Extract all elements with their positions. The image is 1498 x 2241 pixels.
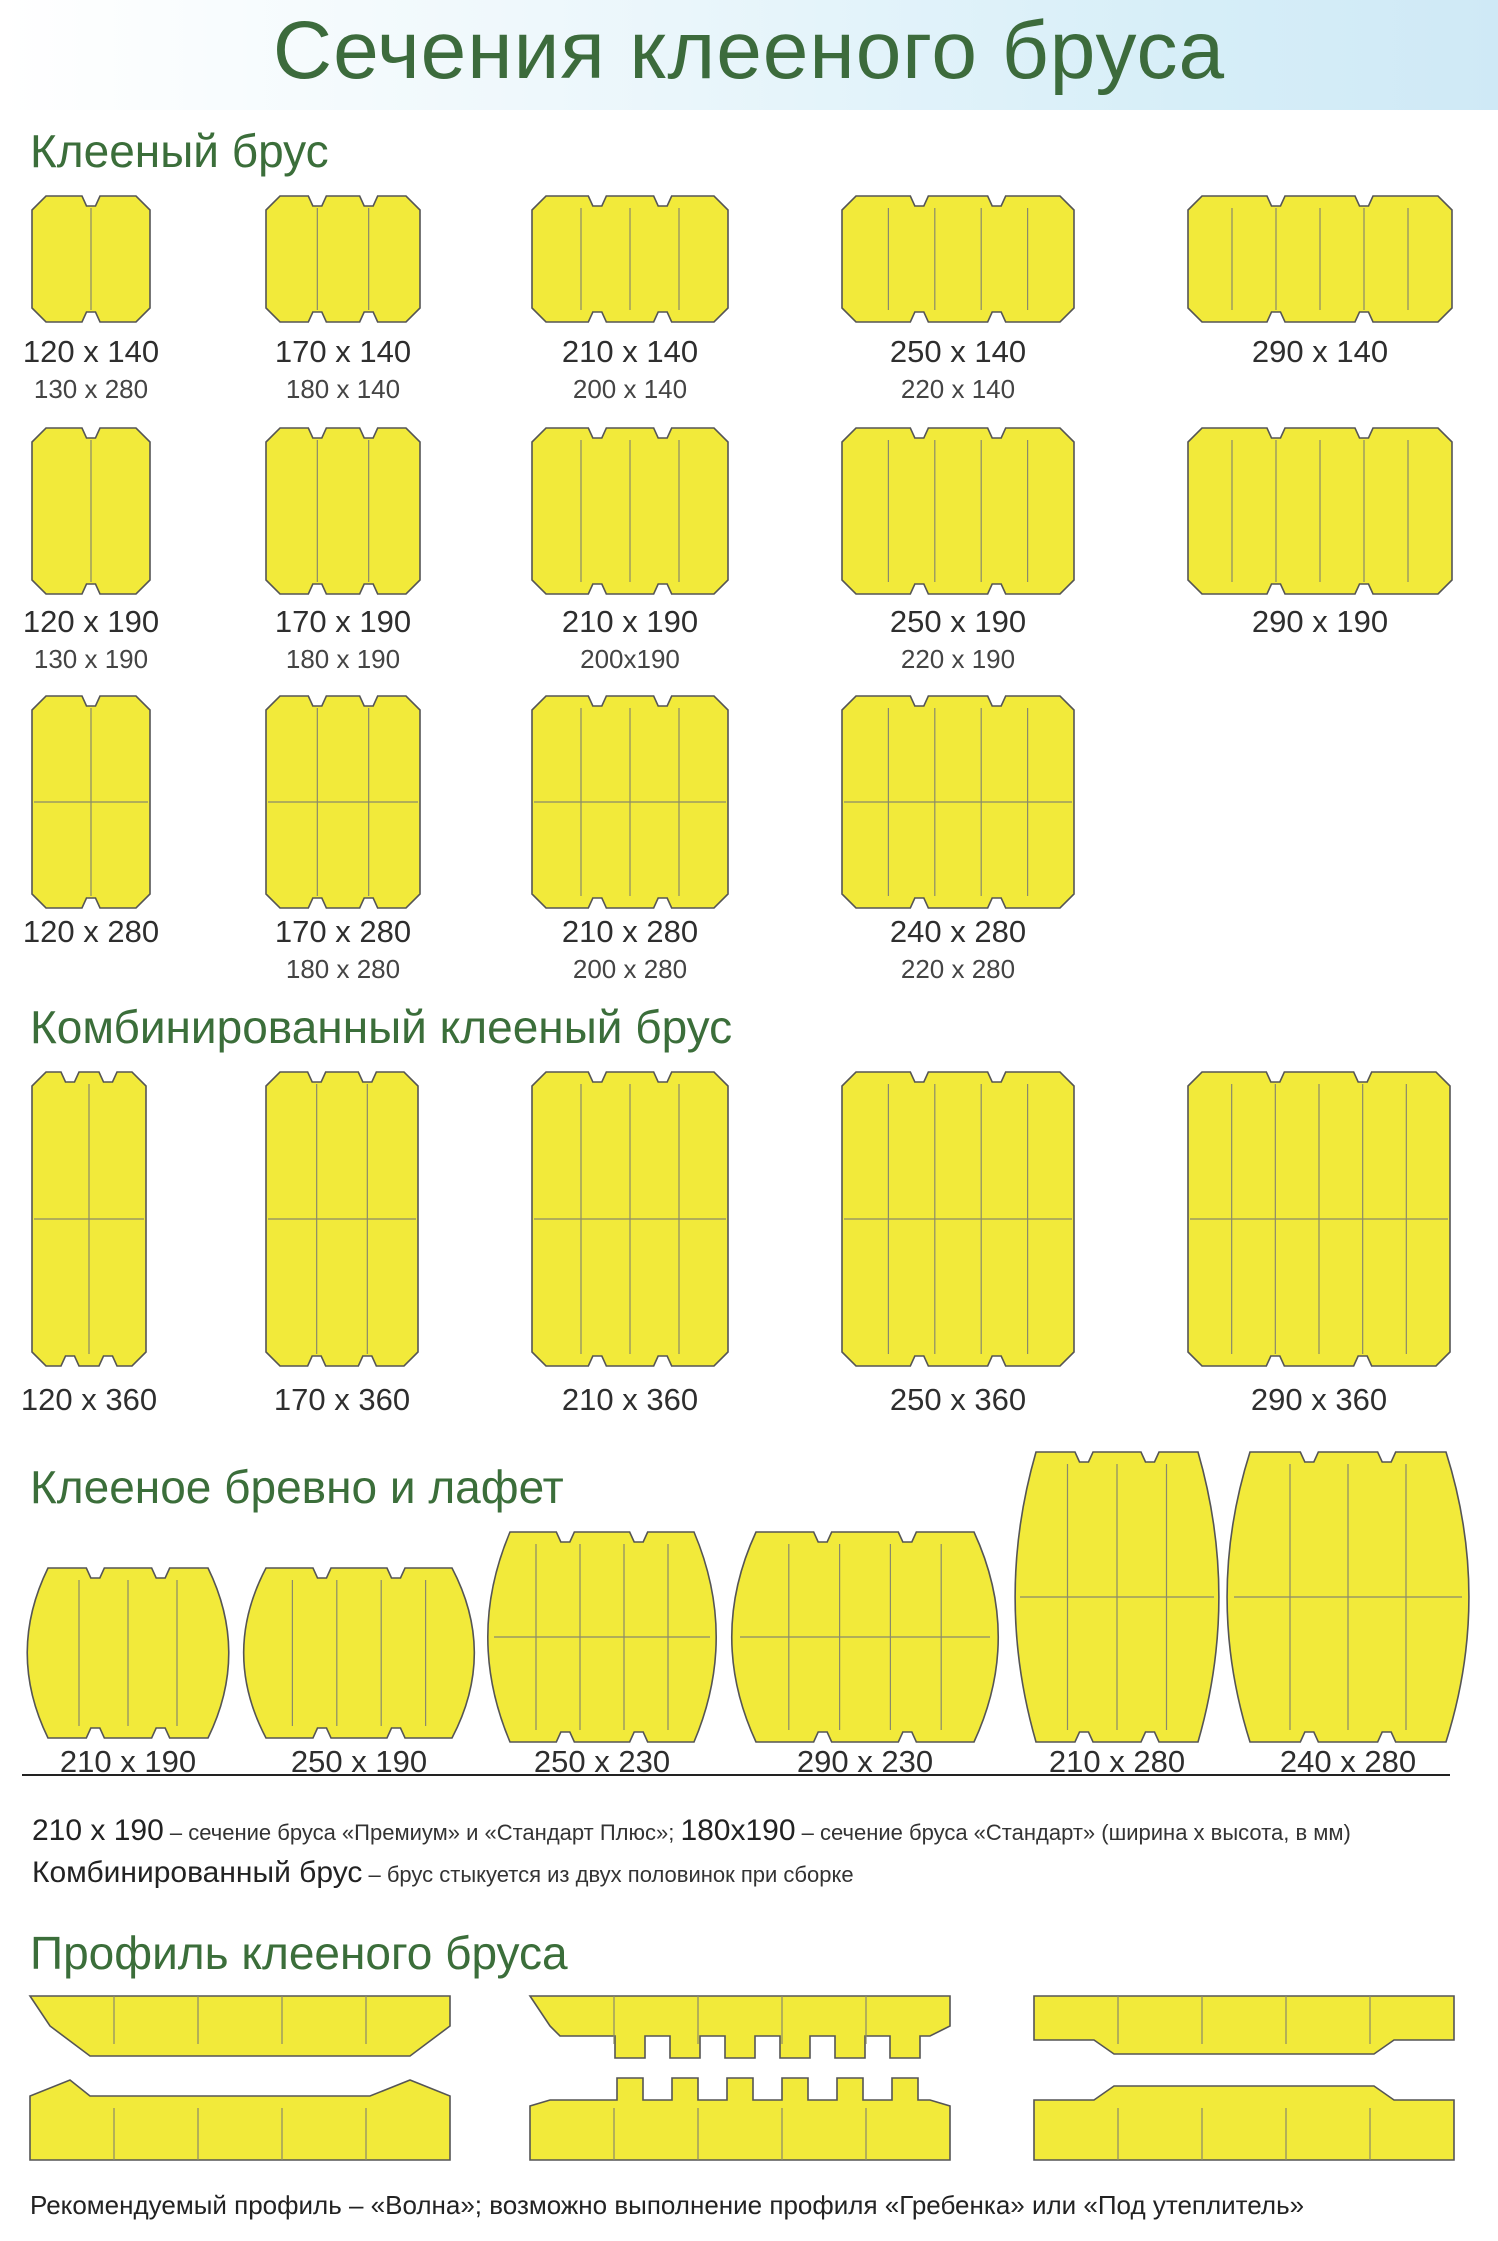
glued-size-alt: 200 x 280 [572,954,688,984]
header-background [0,0,1498,110]
note-combined-text: – брус стыкуется из двух половинок при с… [362,1862,854,1887]
log-size: 210 x 280 [1048,1744,1186,1779]
glued-beam [531,195,729,323]
glued-size-alt: 200 x 140 [572,374,688,404]
glued-size-main: 170 x 140 [274,334,412,369]
glued-size-main: 170 x 280 [274,914,412,949]
glued-beam [841,695,1075,909]
glued-beam [31,695,151,909]
page-title: Сечения клееного бруса [272,5,1226,96]
log-beam [242,1567,476,1739]
log-size: 210 x 190 [59,1744,197,1779]
log-beam [1014,1451,1220,1743]
combined-size: 120 x 360 [20,1382,158,1417]
note-premium-size: 210 x 190 [32,1814,164,1847]
glued-size-alt: 130 x 280 [33,374,149,404]
glued-beam [31,427,151,595]
glued-beam [841,427,1075,595]
combined-size: 210 x 360 [561,1382,699,1417]
glued-size-alt: 220 x 140 [900,374,1016,404]
glued-size-alt: 180 x 140 [285,374,401,404]
profile-insulation [1033,1995,1455,2161]
log-beam [26,1567,230,1739]
glued-size-main: 250 x 190 [889,604,1027,639]
footer-note: Рекомендуемый профиль – «Волна»; возможн… [30,2190,1305,2220]
glued-beam [1187,195,1453,323]
note-combined-term: Комбинированный брус [32,1856,363,1889]
combined-beam [265,1071,419,1367]
divider [22,1774,1450,1776]
combined-size: 170 x 360 [273,1382,411,1417]
section-title-glued: Клееный брус [30,125,329,177]
glued-beam [531,427,729,595]
log-beam-outline [242,1567,476,1739]
combined-beam [1187,1071,1451,1367]
profile-insulation-top-beam [1033,1995,1455,2055]
section-title-combined: Комбинированный клееный брус [30,1001,733,1053]
glued-size-main: 210 x 140 [561,334,699,369]
log-size: 290 x 230 [796,1744,934,1779]
glued-size-alt: 220 x 190 [900,644,1016,674]
combined-size: 250 x 360 [889,1382,1027,1417]
note-sections: 210 x 190 – сечение бруса «Премиум» и «С… [32,1814,1351,1848]
glued-beam-outline [841,195,1075,323]
profile-insulation-bottom-beam [1033,2085,1455,2161]
glued-beam [265,427,421,595]
glued-size-main: 120 x 190 [22,604,160,639]
glued-size-main: 120 x 280 [22,914,160,949]
log-size: 250 x 190 [290,1744,428,1779]
glued-beam [1187,427,1453,595]
glued-beam [31,195,151,323]
glued-size-alt: 130 x 190 [33,644,149,674]
log-size: 240 x 280 [1279,1744,1417,1779]
log-beam [487,1531,717,1743]
glued-size-main: 290 x 190 [1251,604,1389,639]
profile-comb-top-beam [528,1995,951,2059]
glued-size-main: 210 x 280 [561,914,699,949]
glued-size-alt: 220 x 280 [900,954,1016,984]
combined-beam [31,1071,147,1367]
glued-size-main: 250 x 140 [889,334,1027,369]
glued-beam [265,195,421,323]
glued-beam-outline [841,427,1075,595]
glued-size-alt: 180 x 190 [285,644,401,674]
glued-size-main: 290 x 140 [1251,334,1389,369]
glued-beam [841,195,1075,323]
glued-size-main: 170 x 190 [274,604,412,639]
glued-beam [531,695,729,909]
note-premium-text: – сечение бруса «Премиум» и «Стандарт Пл… [163,1820,681,1845]
glued-beam-outline [265,195,421,323]
profile-wave-bottom-beam [29,2079,451,2161]
glued-beam-outline [265,427,421,595]
combined-size: 290 x 360 [1250,1382,1388,1417]
note-standard-text: – сечение бруса «Стандарт» (ширина х выс… [795,1820,1351,1845]
profile-comb-bottom-beam [529,2077,951,2161]
glued-beam [265,695,421,909]
glued-size-main: 240 x 280 [889,914,1027,949]
section-title-profile: Профиль клееного бруса [30,1927,568,1979]
note-combined: Комбинированный брус – брус стыкуется из… [32,1856,854,1890]
glued-size-main: 120 x 140 [22,334,160,369]
section-title-log: Клееное бревно и лафет [30,1461,564,1513]
profile-wave-top-beam [28,1995,451,2057]
profile-comb [528,1995,951,2161]
log-size: 250 x 230 [533,1744,671,1779]
note-standard-size: 180x190 [680,1814,796,1847]
log-beam [731,1531,999,1743]
combined-beam [841,1071,1075,1367]
log-beam [1226,1451,1470,1743]
profile-wave [28,1995,451,2161]
glued-size-main: 210 x 190 [561,604,699,639]
combined-beam [531,1071,729,1367]
glued-size-alt: 180 x 280 [285,954,401,984]
glued-size-alt: 200x190 [580,644,680,674]
